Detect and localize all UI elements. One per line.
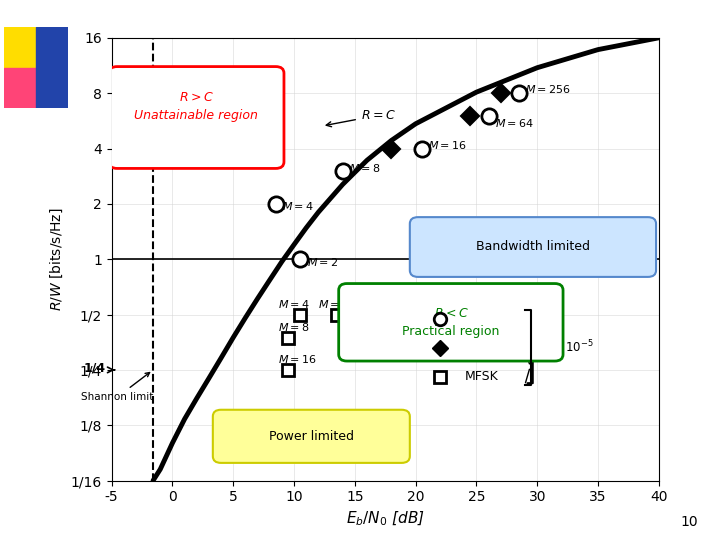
Text: $M=16$: $M=16$ xyxy=(278,353,317,365)
Text: MFSK: MFSK xyxy=(464,370,498,383)
Text: MPSK: MPSK xyxy=(464,313,499,326)
Text: $M=4$: $M=4$ xyxy=(282,200,314,212)
Text: 1/4: 1/4 xyxy=(84,362,106,375)
Text: 10: 10 xyxy=(681,515,698,529)
Text: $M=4$: $M=4$ xyxy=(278,298,310,310)
Text: $M=8$: $M=8$ xyxy=(348,161,380,173)
Bar xyxy=(36,27,68,108)
Text: $R>C$
Unattainable region: $R>C$ Unattainable region xyxy=(135,91,258,122)
X-axis label: $E_b / N_0$ [dB]: $E_b / N_0$ [dB] xyxy=(346,510,425,528)
FancyBboxPatch shape xyxy=(410,217,656,277)
Text: $M=2$: $M=2$ xyxy=(307,255,338,268)
Text: Bandwidth limited: Bandwidth limited xyxy=(476,240,590,253)
Bar xyxy=(4,27,36,68)
FancyBboxPatch shape xyxy=(213,410,410,463)
Text: $M=2$: $M=2$ xyxy=(318,298,349,310)
Text: MQAM: MQAM xyxy=(464,341,505,354)
Text: $M=16$: $M=16$ xyxy=(428,139,467,151)
FancyBboxPatch shape xyxy=(338,284,563,361)
Bar xyxy=(4,68,36,108)
Text: Shannon limit: Shannon limit xyxy=(81,373,154,402)
Text: $M=64$: $M=64$ xyxy=(495,117,534,129)
Text: $M=256$: $M=256$ xyxy=(525,83,571,95)
FancyBboxPatch shape xyxy=(109,66,284,168)
Text: $P_B = 10^{-5}$: $P_B = 10^{-5}$ xyxy=(539,339,595,357)
Text: $M=8$: $M=8$ xyxy=(278,321,310,333)
Text: $R=C$: $R=C$ xyxy=(326,109,395,127)
Y-axis label: $R/W$ [bits/s/Hz]: $R/W$ [bits/s/Hz] xyxy=(49,207,65,311)
Text: $R<C$
Practical region: $R<C$ Practical region xyxy=(402,307,500,338)
Text: Power limited: Power limited xyxy=(269,430,354,443)
